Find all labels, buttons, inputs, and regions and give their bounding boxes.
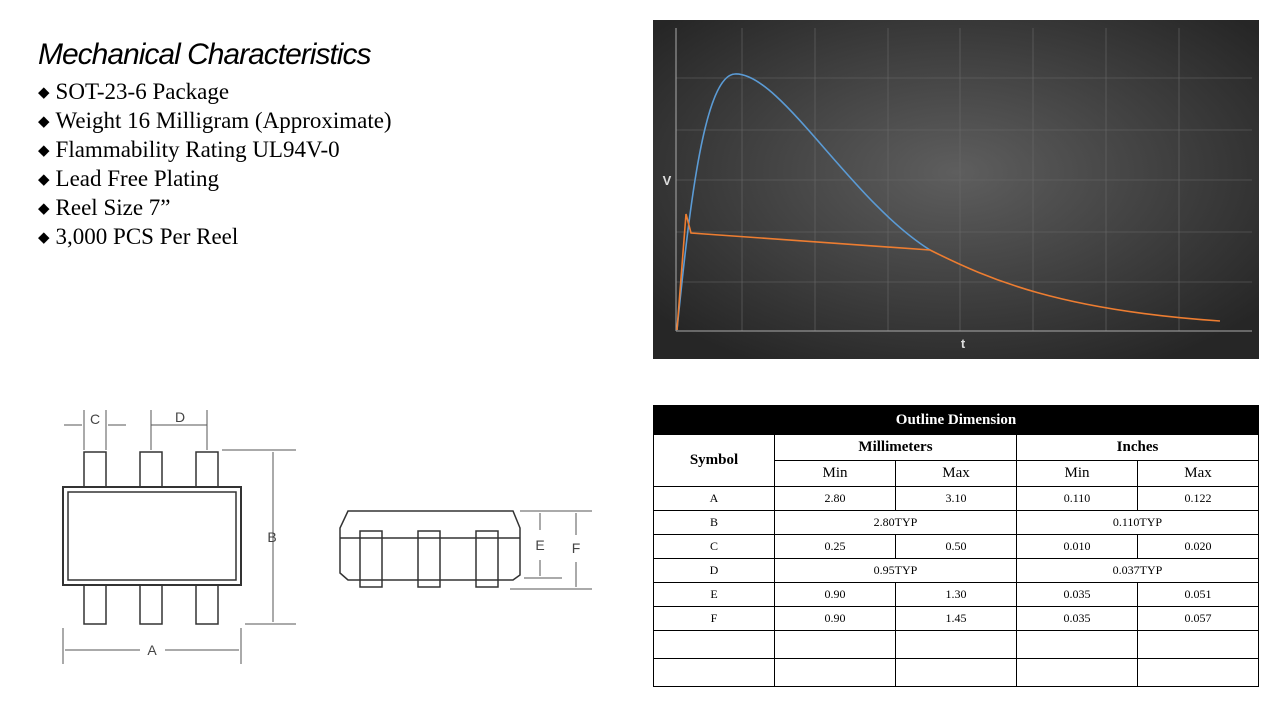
table-cell: 0.035	[1016, 606, 1138, 631]
dimension-labels: C D B A E F	[90, 409, 580, 658]
table-cell	[774, 630, 896, 659]
bullet: 3,000 PCS Per Reel	[38, 222, 392, 251]
table-cell	[895, 630, 1017, 659]
table-cell: E	[653, 582, 775, 607]
table-cell	[653, 658, 775, 687]
axis-label: t	[961, 336, 966, 351]
table-row	[653, 658, 1259, 687]
dimension-label: D	[175, 409, 185, 425]
curve	[676, 213, 1221, 331]
table-cell: F	[653, 606, 775, 631]
table-cell: D	[653, 558, 775, 583]
table-cell: 1.30	[895, 582, 1017, 607]
table-cell: 0.057	[1137, 606, 1259, 631]
table-row: B 2.80TYP 0.110TYP	[653, 510, 1259, 535]
table-cell: 0.122	[1137, 486, 1259, 511]
header-cell: Min	[774, 460, 896, 487]
table-cell: A	[653, 486, 775, 511]
header-cell: Symbol	[653, 434, 775, 487]
graph-bg	[653, 20, 1259, 359]
table-cell	[774, 658, 896, 687]
table-cell: 0.90	[774, 606, 896, 631]
header-cell: Min	[1016, 460, 1138, 487]
table-cell: 0.90	[774, 582, 896, 607]
table-cell: 0.25	[774, 534, 896, 559]
table-cell: C	[653, 534, 775, 559]
table-cell: B	[653, 510, 775, 535]
bullet-list: SOT-23-6 PackageWeight 16 Milligram (App…	[38, 77, 392, 251]
table-row: E 0.90 1.30 0.035 0.051	[653, 582, 1259, 607]
table-row: F 0.90 1.45 0.035 0.057	[653, 606, 1259, 631]
bullet: Flammability Rating UL94V-0	[38, 135, 392, 164]
bullet: Weight 16 Milligram (Approximate)	[38, 106, 392, 135]
bullet: SOT-23-6 Package	[38, 77, 392, 106]
table-cell	[1137, 630, 1259, 659]
package-side	[339, 510, 521, 588]
table-row: A 2.80 3.10 0.110 0.122	[653, 486, 1259, 511]
table-row	[653, 630, 1259, 659]
table-cell	[1016, 630, 1138, 659]
dimension-table: Outline Dimension Symbol Millimeters Inche…	[653, 405, 1259, 687]
table-cell: 0.010	[1016, 534, 1138, 559]
table-cell: 0.035	[1016, 582, 1138, 607]
table-cell: 2.80	[774, 486, 896, 511]
header-cell: Max	[895, 460, 1017, 487]
title: Mechanical Characteristics	[38, 38, 371, 71]
table-row: D 0.95TYP 0.037TYP	[653, 558, 1259, 583]
table-cell: 0.95TYP	[774, 558, 1017, 583]
table-cell: 1.45	[895, 606, 1017, 631]
table-cell: 0.50	[895, 534, 1017, 559]
dimension-label: C	[90, 411, 100, 427]
dimension-label: E	[535, 537, 544, 553]
table-cell	[1137, 658, 1259, 687]
table-cell: 0.110TYP	[1016, 510, 1259, 535]
table-cell: 0.051	[1137, 582, 1259, 607]
table-cell	[653, 630, 775, 659]
header-cell: Inches	[1016, 434, 1259, 461]
dimension-lines	[62, 410, 592, 664]
package-top	[62, 451, 242, 625]
dimension-label: F	[572, 540, 581, 556]
table-cell: 0.110	[1016, 486, 1138, 511]
graph-grid	[676, 28, 1252, 331]
curve	[676, 73, 931, 331]
table-cell: 0.020	[1137, 534, 1259, 559]
axis-label: V	[663, 173, 672, 188]
header-cell: Millimeters	[774, 434, 1017, 461]
table-cell	[1016, 658, 1138, 687]
table-cell: 2.80TYP	[774, 510, 1017, 535]
bullet: Lead Free Plating	[38, 164, 392, 193]
bullet: Reel Size 7”	[38, 193, 392, 222]
table-cell	[895, 658, 1017, 687]
dimension-label: A	[147, 642, 157, 658]
table-row: C 0.25 0.50 0.010 0.020	[653, 534, 1259, 559]
header-cell: Max	[1137, 460, 1259, 487]
table-cell: 3.10	[895, 486, 1017, 511]
table-title: Outline Dimension	[653, 405, 1259, 435]
table-cell: 0.037TYP	[1016, 558, 1259, 583]
dimension-label: B	[267, 529, 276, 545]
